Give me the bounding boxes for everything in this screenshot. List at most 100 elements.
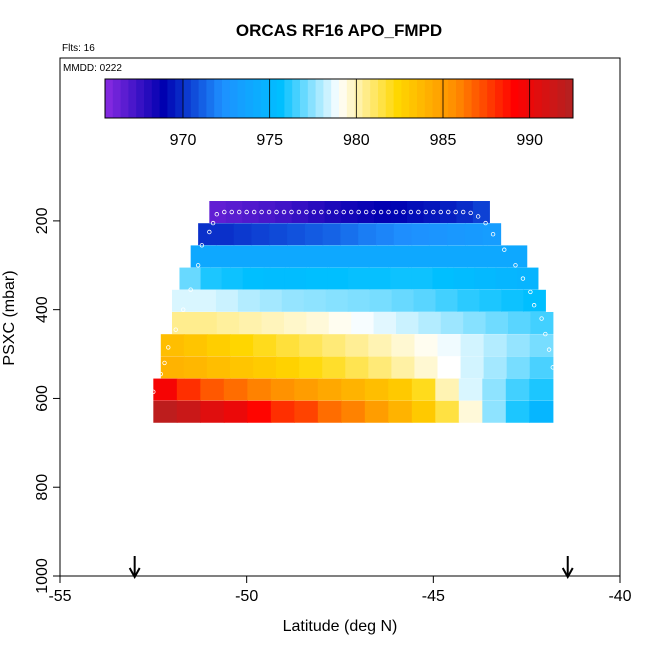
colorbar-swatch (136, 79, 145, 118)
colorbar-swatch (565, 79, 574, 118)
track-point (531, 303, 537, 308)
track-point (408, 209, 414, 215)
heatmap-cell (253, 356, 277, 379)
heatmap-cell (437, 356, 462, 379)
heatmap-cell (467, 245, 488, 268)
colorbar-swatch (159, 79, 168, 118)
heatmap-cell (376, 223, 395, 246)
track-point (162, 360, 167, 366)
track-point (289, 209, 294, 215)
track-point (210, 220, 216, 226)
track-point (446, 209, 451, 215)
heatmap-cell (198, 223, 217, 246)
colorbar-swatch (315, 79, 324, 118)
heatmap-cell (390, 267, 412, 290)
heatmap-cell (345, 334, 369, 357)
heatmap-cell (506, 245, 528, 268)
heatmap-cell (460, 334, 485, 357)
chart-title: ORCAS RF16 APO_FMPD (236, 21, 442, 40)
track-point (546, 347, 552, 352)
flights-note: Flts: 16 (62, 43, 95, 54)
heatmap-cell (206, 356, 231, 379)
track-point (296, 209, 302, 215)
heatmap-cell (485, 311, 509, 334)
heatmap-cell (328, 311, 352, 334)
heatmap-cell (435, 289, 459, 312)
colorbar-swatch (495, 79, 504, 118)
colorbar-swatch (112, 79, 122, 118)
colorbar-swatch (385, 79, 395, 118)
colorbar-swatch (214, 79, 223, 118)
heatmap-cell (193, 289, 217, 312)
track-point (341, 209, 346, 215)
heatmap-cell (200, 400, 225, 423)
heatmap-cell (237, 289, 261, 312)
heatmap-cell (230, 245, 251, 268)
colorbar-swatch (276, 79, 285, 118)
heatmap-cell (506, 356, 531, 379)
track-point (229, 209, 234, 215)
colorbar-swatch (393, 79, 402, 118)
heatmap-cell (263, 267, 286, 290)
colorbar-swatch (362, 79, 371, 118)
track-point (326, 209, 331, 215)
colorbar-swatch (557, 79, 566, 118)
colorbar-swatch (346, 79, 356, 118)
track-point (378, 209, 384, 215)
track-point (304, 209, 309, 215)
heatmap-cell (437, 334, 462, 357)
colorbar-tick-label: 985 (430, 132, 457, 149)
heatmap-cell (322, 334, 346, 357)
heatmap-cell (474, 267, 497, 290)
heatmap-cell (357, 201, 375, 224)
heatmap-cell (176, 400, 201, 423)
heatmap-cell (345, 356, 369, 379)
flight-track (143, 209, 567, 419)
track-point (513, 263, 518, 268)
heatmap-cell (373, 311, 397, 334)
colorbar-swatch (253, 79, 262, 118)
heatmap-cell (325, 289, 349, 312)
colorbar-swatch (229, 79, 239, 118)
heatmap-cell (482, 400, 507, 423)
colorbar-swatch (417, 79, 426, 118)
colorbar-swatch (354, 79, 363, 118)
track-point (281, 209, 287, 215)
heatmap-cell (289, 245, 310, 268)
colorbar-swatch (128, 79, 137, 118)
heatmap-cell (176, 378, 201, 401)
colorbar-swatch (471, 79, 480, 118)
heatmap-cell (429, 223, 448, 246)
colorbar: 970 975 980 985 990 (104, 78, 574, 149)
track-point (468, 210, 473, 216)
heatmap-cell (221, 267, 244, 290)
heatmap-cell (317, 378, 342, 401)
track-point (311, 209, 317, 215)
heatmap-cell (505, 378, 530, 401)
heatmap-cell (269, 245, 291, 268)
heatmap-cell (229, 334, 254, 357)
heatmap-cell (530, 311, 554, 334)
colorbar-swatch (245, 79, 254, 118)
heatmap-cell (210, 245, 231, 268)
track-point (356, 209, 361, 215)
track-point (274, 209, 279, 215)
heatmap-cell (153, 378, 178, 401)
heatmap-cell (305, 267, 328, 290)
colorbar-tick-label: 980 (343, 132, 370, 149)
track-point (363, 209, 369, 215)
x-tick-label: -55 (48, 588, 71, 605)
colorbar-swatch (409, 79, 418, 118)
heatmap-cell (408, 245, 429, 268)
colorbar-swatch (479, 79, 488, 118)
heatmap-cell (414, 356, 439, 379)
heatmap-cell (322, 356, 346, 379)
heatmap-cell (414, 334, 439, 357)
track-point (236, 209, 242, 215)
heatmap-cell (348, 245, 370, 268)
colorbar-swatch (198, 79, 207, 118)
colorbar-tick-label: 970 (170, 132, 197, 149)
heatmap-cell (225, 201, 243, 224)
track-point (502, 247, 507, 252)
x-tick-label: -50 (235, 588, 258, 605)
